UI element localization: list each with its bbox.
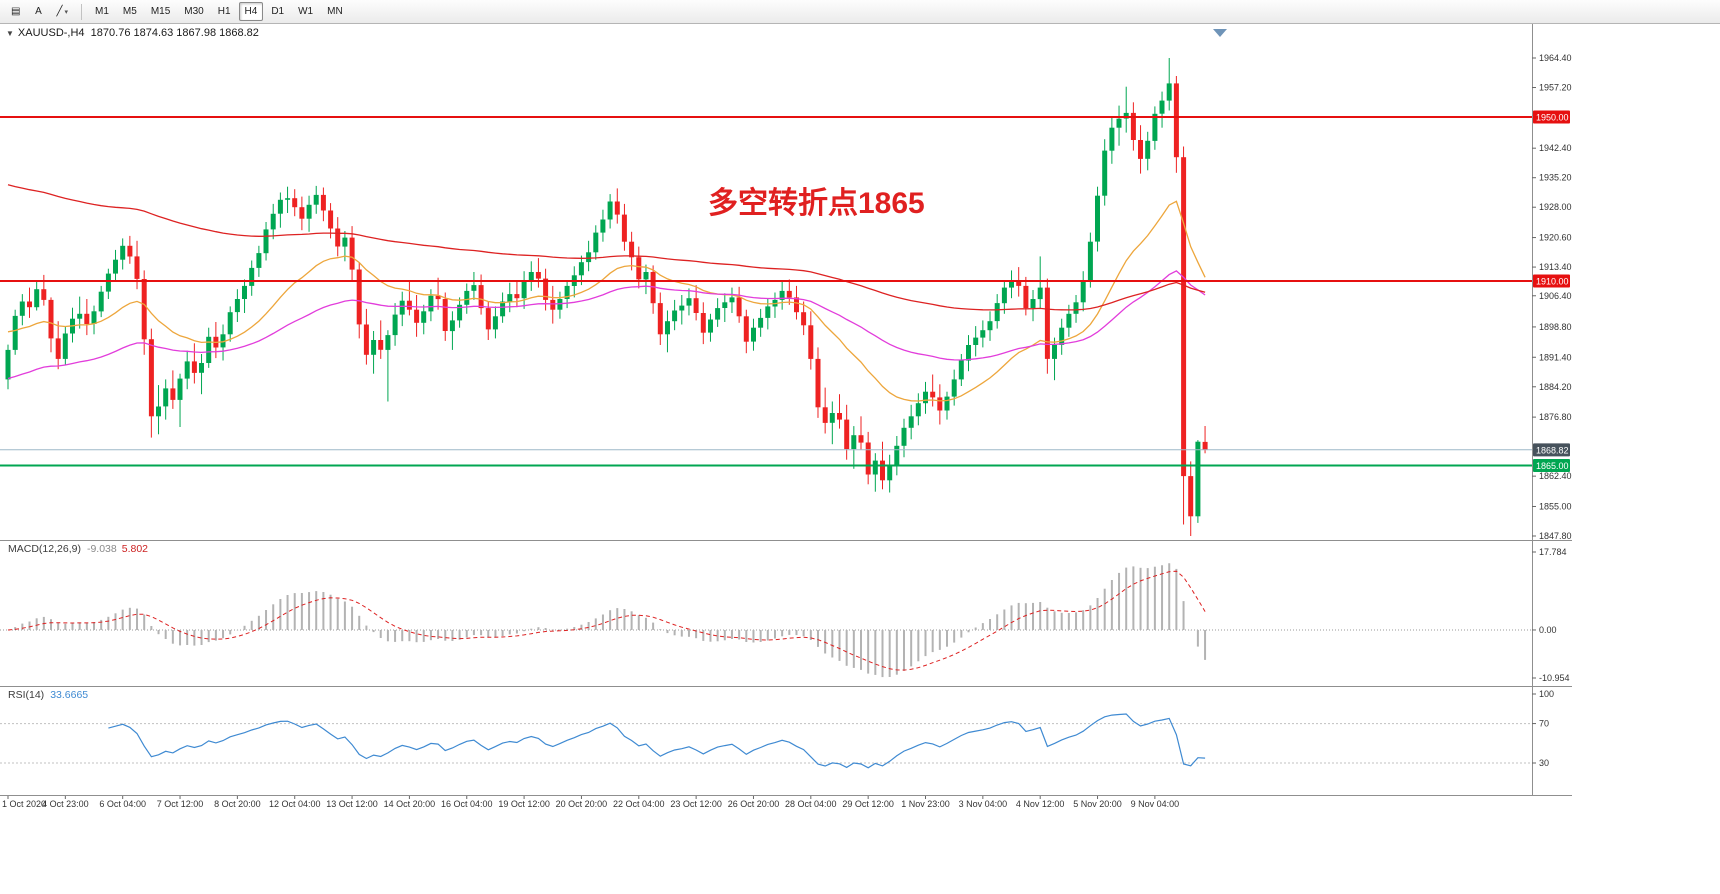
price-tick-label: 1884.20 <box>1539 382 1572 392</box>
panel-frame <box>0 24 1572 796</box>
time-tick-label: 28 Oct 04:00 <box>785 799 837 809</box>
svg-text:1910.00: 1910.00 <box>1536 277 1569 287</box>
timeframe-button-w1[interactable]: W1 <box>292 2 319 21</box>
rsi-axis-label: 30 <box>1539 758 1549 768</box>
timeframe-button-group: M1 M5 M15 M30 H1 H4 D1 W1 MN <box>88 2 350 21</box>
macd-indicator-label: MACD(12,26,9) -9.038 5.802 <box>8 543 148 555</box>
price-tick-label: 1862.40 <box>1539 471 1572 481</box>
time-tick-label: 29 Oct 12:00 <box>842 799 894 809</box>
svg-text:1950.00: 1950.00 <box>1536 113 1569 123</box>
price-tick-label: 1876.80 <box>1539 412 1572 422</box>
macd-histogram <box>7 563 1207 678</box>
top-toolbar: ▤ A ╱ ▾ M1 M5 M15 M30 H1 H4 D1 W1 MN <box>0 0 1720 24</box>
macd-signal-value: 5.802 <box>121 543 149 555</box>
price-tick-label: 1928.00 <box>1539 202 1572 212</box>
price-tick-label: 1935.20 <box>1539 173 1572 183</box>
rsi-indicator-label: RSI(14) 33.6665 <box>8 689 88 701</box>
price-tag-1950.00: 1950.00 <box>1533 110 1570 124</box>
time-tick-label: 4 Oct 23:00 <box>42 799 89 809</box>
time-tick-label: 20 Oct 20:00 <box>556 799 608 809</box>
time-tick-label: 5 Nov 20:00 <box>1073 799 1122 809</box>
macd-axis-label: -10.954 <box>1539 673 1570 683</box>
time-tick-label: 16 Oct 04:00 <box>441 799 493 809</box>
time-tick-label: 14 Oct 20:00 <box>384 799 436 809</box>
price-tick-label: 1891.40 <box>1539 352 1572 362</box>
time-tick-label: 22 Oct 04:00 <box>613 799 665 809</box>
rsi-axis-label: 100 <box>1539 689 1554 699</box>
rsi-axis-label: 70 <box>1539 719 1549 729</box>
timeframe-button-h1[interactable]: H1 <box>212 2 237 21</box>
ma-fast-line <box>7 200 1206 402</box>
svg-text:1865.00: 1865.00 <box>1536 461 1569 471</box>
price-tick-label: 1957.20 <box>1539 83 1572 93</box>
chart-shift-marker-icon[interactable] <box>1213 29 1227 37</box>
macd-name: MACD(12,26,9) <box>8 543 81 555</box>
time-tick-label: 8 Oct 20:00 <box>214 799 261 809</box>
toolbar-separator <box>81 3 82 20</box>
timeframe-button-h4[interactable]: H4 <box>238 2 264 21</box>
price-tick-label: 1942.40 <box>1539 143 1572 153</box>
chart-style-icon[interactable]: ▤ <box>5 2 26 21</box>
price-axis[interactable]: 1964.40 1957.20 1942.40 1935.20 1928.00 1920.… <box>1532 53 1572 541</box>
text-tool-icon[interactable]: A <box>28 2 48 21</box>
timeframe-button-mn[interactable]: MN <box>321 2 349 21</box>
time-tick-label: 26 Oct 20:00 <box>728 799 780 809</box>
timeframe-button-m30[interactable]: M30 <box>178 2 209 21</box>
rsi-name: RSI(14) <box>8 689 45 701</box>
macd-axis-label: 0.00 <box>1539 625 1557 635</box>
chart-menu-icon[interactable]: ▼ <box>6 29 14 38</box>
rsi-value: 33.6665 <box>50 689 89 701</box>
ma-slow-line <box>7 184 1206 311</box>
price-tag-1910.00: 1910.00 <box>1533 274 1570 288</box>
time-tick-label: 19 Oct 12:00 <box>498 799 550 809</box>
rsi-line <box>108 713 1206 769</box>
time-tick-label: 1 Nov 23:00 <box>901 799 950 809</box>
time-tick-label: 6 Oct 04:00 <box>99 799 146 809</box>
price-tick-label: 1898.80 <box>1539 322 1572 332</box>
chart-title: ▼ XAUUSD-,H4 1870.76 1874.63 1867.98 1868… <box>6 27 259 39</box>
svg-text:1868.82: 1868.82 <box>1536 445 1569 455</box>
ohlc-values: 1870.76 1874.63 1867.98 1868.82 <box>90 27 259 39</box>
price-tick-label: 1913.40 <box>1539 262 1572 272</box>
timeframe-button-m15[interactable]: M15 <box>145 2 176 21</box>
timeframe-button-m5[interactable]: M5 <box>117 2 143 21</box>
time-tick-label: 23 Oct 12:00 <box>670 799 722 809</box>
rsi-panel: 100 70 30 <box>0 689 1554 769</box>
macd-main-value: -9.038 <box>86 543 117 555</box>
price-tick-label: 1847.80 <box>1539 531 1572 541</box>
price-tick-label: 1964.40 <box>1539 53 1572 63</box>
symbol-timeframe-label: XAUUSD-,H4 <box>17 27 85 39</box>
trendline-icon: ╱ <box>56 6 63 17</box>
time-tick-label: 3 Nov 04:00 <box>959 799 1008 809</box>
timeframe-button-d1[interactable]: D1 <box>265 2 290 21</box>
candlesticks <box>5 58 1208 536</box>
price-tick-label: 1855.00 <box>1539 501 1572 511</box>
macd-panel: 17.784 0.00 -10.954 <box>0 547 1570 683</box>
time-tick-label: 4 Nov 12:00 <box>1016 799 1065 809</box>
time-tick-label: 7 Oct 12:00 <box>157 799 204 809</box>
time-tick-label: 9 Nov 04:00 <box>1131 799 1180 809</box>
ma-mid-line <box>7 270 1206 380</box>
macd-axis-label: 17.784 <box>1539 547 1567 557</box>
price-tick-label: 1920.60 <box>1539 233 1572 243</box>
time-tick-label: 12 Oct 04:00 <box>269 799 321 809</box>
macd-signal-line <box>7 570 1206 671</box>
time-tick-label: 1 Oct 2020 <box>2 799 46 809</box>
line-tool-icon[interactable]: ╱ ▾ <box>50 2 74 21</box>
chevron-down-icon: ▾ <box>64 8 68 16</box>
timeframe-button-m1[interactable]: M1 <box>89 2 115 21</box>
annotation-text: 多空转折点1865 <box>708 187 925 220</box>
price-tag-1865.00: 1865.00 <box>1533 458 1570 472</box>
time-tick-label: 13 Oct 12:00 <box>326 799 378 809</box>
price-tick-label: 1906.40 <box>1539 291 1572 301</box>
bid-price-tag: 1868.82 <box>1533 443 1570 457</box>
